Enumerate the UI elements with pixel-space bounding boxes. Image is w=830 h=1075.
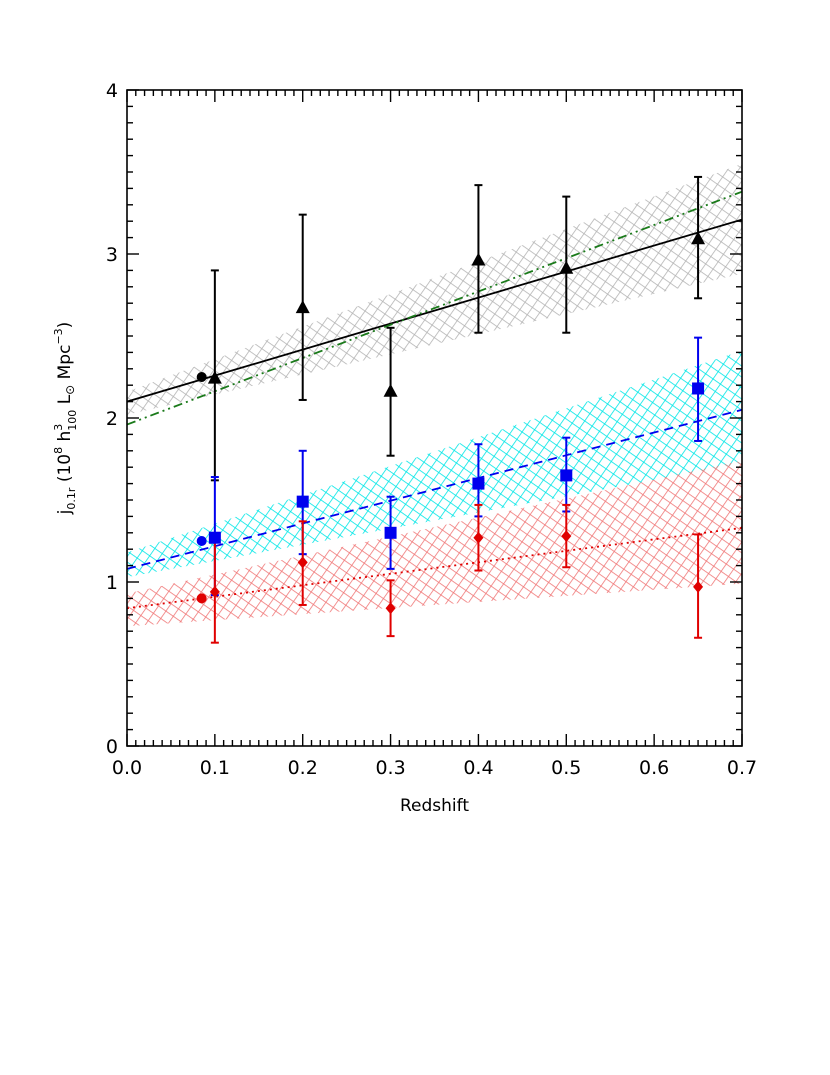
x-tick-label: 0.1 (200, 757, 230, 779)
marker-blue (692, 382, 705, 395)
uncertainty-bands (127, 163, 742, 627)
marker-blue (296, 495, 309, 508)
line-total-fit (127, 218, 742, 403)
y-title-unit-sup: −3 (52, 328, 65, 344)
y-tick-label: 2 (106, 408, 118, 430)
marker-red (693, 580, 704, 593)
marker-red (473, 531, 484, 544)
y-title-prefix-sub: 0.1r (65, 487, 78, 509)
y-tick-label: 4 (106, 80, 118, 102)
y-title-h-sup: 3 (52, 424, 65, 431)
marker-total (691, 231, 706, 245)
y-title-sun-symbol: ⊙ (63, 385, 77, 395)
x-tick-label: 0.4 (463, 757, 493, 779)
marker-blue (560, 469, 573, 482)
marker-total (559, 260, 574, 274)
band-blue (127, 350, 742, 578)
axis-ticks (126, 89, 743, 747)
y-title-prefix: j (55, 510, 75, 516)
marker-blue (208, 531, 221, 544)
marker-red (561, 530, 572, 543)
band-total (127, 163, 742, 415)
line-red-fit (127, 526, 742, 610)
x-tick-label: 0.3 (375, 757, 405, 779)
y-tick-label: 3 (106, 244, 118, 266)
y-title-open: (10 (55, 454, 75, 488)
x-tick-label: 0.6 (639, 757, 669, 779)
fit-lines (127, 190, 742, 610)
y-title-h: h (55, 431, 75, 447)
line-blue-fit (127, 408, 742, 570)
tick-labels: 0.0 0.1 0.2 0.3 0.4 0.5 0.6 0.7 0 1 2 3 4 (106, 80, 757, 779)
y-title-sup-8: 8 (52, 447, 65, 454)
marker-blue (384, 526, 397, 539)
y-tick-label: 0 (106, 736, 118, 758)
marker-red (209, 585, 220, 598)
marker-red (297, 556, 308, 569)
marker-blue (472, 477, 485, 490)
x-tick-label: 0.0 (112, 757, 142, 779)
marker-blue-local (196, 536, 207, 546)
data-markers (196, 231, 706, 615)
x-axis-title: Redshift (400, 796, 469, 816)
x-tick-label: 0.2 (288, 757, 318, 779)
x-tick-label: 0.5 (551, 757, 581, 779)
band-red (127, 460, 742, 627)
y-title-h-sub: 100 (66, 410, 79, 431)
x-tick-label: 0.7 (727, 757, 757, 779)
marker-total (207, 370, 222, 384)
y-tick-label: 1 (106, 572, 118, 594)
y-title-lum: L (55, 394, 75, 409)
line-total-alt-fit (127, 190, 742, 426)
y-title-close: ) (55, 322, 75, 329)
marker-red (385, 602, 396, 615)
marker-total (295, 300, 310, 314)
marker-red-local (196, 593, 207, 604)
marker-total-local (196, 372, 207, 382)
marker-total (383, 383, 398, 397)
y-title-unit: Mpc (55, 345, 75, 385)
marker-total (471, 252, 486, 266)
y-axis-title: j0.1r (108 h3100 L⊙ Mpc−3) (52, 322, 79, 516)
